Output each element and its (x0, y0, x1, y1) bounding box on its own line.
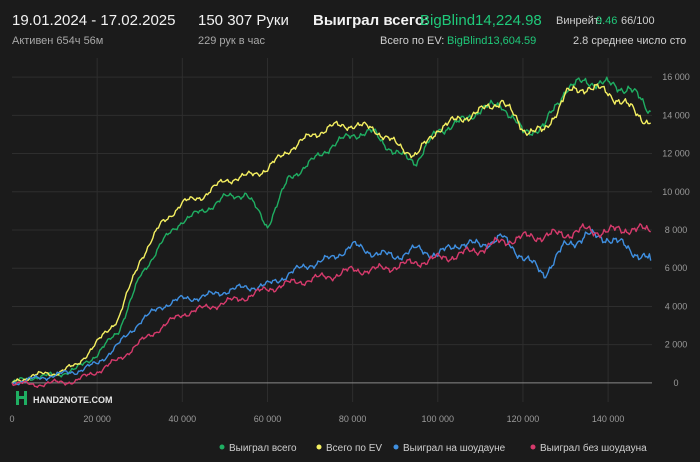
x-tick-label: 140 000 (592, 414, 625, 424)
y-tick-label: 2 000 (665, 340, 688, 350)
ev-total-label: Всего по EV: (380, 35, 445, 47)
y-tick-label: 0 (673, 378, 678, 388)
header-bar: 19.01.2024 - 17.02.2025 Активен 654ч 56м… (0, 0, 700, 52)
x-tick-label: 0 (9, 414, 14, 424)
hands-per-hour: 229 рук в час (198, 35, 266, 47)
winrate-label: Винрейт: (556, 15, 603, 27)
x-tick-label: 20 000 (83, 414, 111, 424)
legend-label-showdown: Выиграл на шоудауне (403, 443, 506, 454)
y-tick-label: 12 000 (662, 149, 690, 159)
avg-players: 2.8 среднее число сто (573, 35, 687, 47)
legend-marker-won_total (219, 444, 225, 450)
winrate-value: 9.46 (596, 15, 618, 27)
y-tick-label: 6 000 (665, 263, 688, 273)
legend-marker-ev (316, 444, 322, 450)
series-line-ev (11, 83, 651, 384)
legend-label-won_total: Выиграл всего (229, 443, 297, 454)
series-group (11, 76, 652, 388)
legend-label-ev: Всего по EV (326, 443, 382, 454)
x-tick-label: 60 000 (254, 414, 282, 424)
legend-marker-non_showdown (530, 444, 536, 450)
x-axis: 0 20 000 40 000 60 000 80 000 100 000 120 000 1… (9, 414, 624, 424)
grid (12, 58, 652, 402)
winnings-chart[interactable]: 0 2 000 4 000 6 000 8 000 10 000 12 000 14 000 1… (0, 52, 700, 462)
series-line-showdown (11, 228, 652, 386)
y-tick-label: 14 000 (662, 110, 690, 120)
x-tick-label: 120 000 (507, 414, 540, 424)
y-axis: 0 2 000 4 000 6 000 8 000 10 000 12 000 14 000 1… (662, 72, 690, 388)
ev-total-value: BigBlind13,604.59 (447, 35, 537, 47)
y-tick-label: 10 000 (662, 187, 690, 197)
active-time: Активен 654ч 56м (12, 35, 104, 47)
logo-text: HAND2NOTE.COM (33, 395, 113, 405)
y-tick-label: 16 000 (662, 72, 690, 82)
x-tick-label: 40 000 (169, 414, 197, 424)
legend-marker-showdown (393, 444, 399, 450)
y-tick-label: 4 000 (665, 301, 688, 311)
logo-bar-mid (16, 396, 27, 399)
hands-count: 150 307 Руки (198, 12, 289, 29)
x-tick-label: 100 000 (422, 414, 455, 424)
x-tick-label: 80 000 (339, 414, 367, 424)
legend: Выиграл всего Всего по EV Выиграл на шоуда… (219, 442, 647, 454)
won-total-label: Выиграл всего: (313, 12, 430, 29)
hand2note-logo: HAND2NOTE.COM (16, 391, 113, 405)
y-tick-label: 8 000 (665, 225, 688, 235)
date-range[interactable]: 19.01.2024 - 17.02.2025 (12, 12, 176, 29)
winrate-extra: 66/100 (621, 15, 655, 27)
won-total-value: BigBlind14,224.98 (420, 12, 542, 29)
legend-label-non_showdown: Выиграл без шоудауна (540, 442, 647, 454)
series-line-non_showdown (11, 223, 652, 388)
series-line-won_total (11, 76, 651, 384)
